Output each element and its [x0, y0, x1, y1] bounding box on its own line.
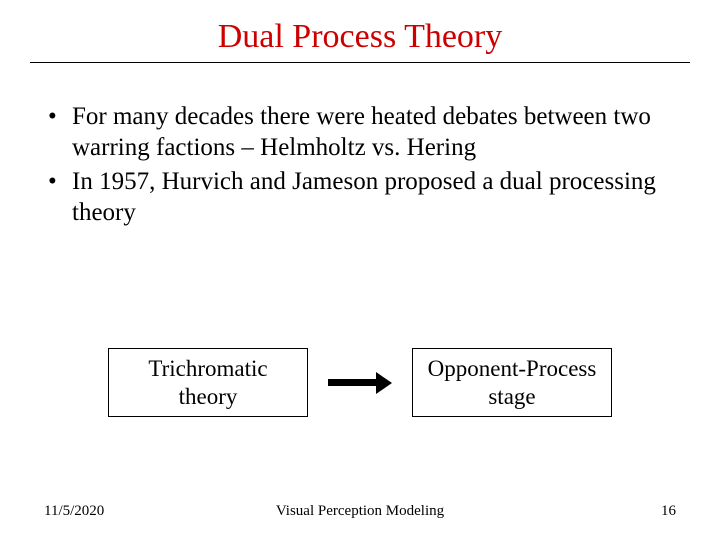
slide-container: Dual Process Theory For many decades the… — [0, 0, 720, 540]
box-text-line: stage — [488, 384, 535, 409]
footer-date: 11/5/2020 — [44, 503, 104, 520]
arrow-head — [376, 372, 392, 394]
slide-title: Dual Process Theory — [40, 18, 680, 56]
diagram-box-left: Trichromatic theory — [108, 348, 308, 417]
footer-center: Visual Perception Modeling — [276, 503, 444, 520]
footer-page-number: 16 — [661, 503, 676, 520]
diagram-box-right: Opponent-Process stage — [412, 348, 612, 417]
bullet-item: For many decades there were heated debat… — [46, 101, 674, 164]
arrow-shaft — [328, 379, 376, 386]
box-text-line: Trichromatic — [148, 356, 267, 381]
bullet-item: In 1957, Hurvich and Jameson proposed a … — [46, 166, 674, 229]
box-text-line: theory — [179, 384, 238, 409]
flow-diagram: Trichromatic theory Opponent-Process sta… — [0, 348, 720, 417]
bullet-list: For many decades there were heated debat… — [40, 101, 680, 228]
arrow-icon — [328, 372, 392, 394]
box-text-line: Opponent-Process — [428, 356, 597, 381]
slide-footer: 11/5/2020 Visual Perception Modeling 16 — [0, 503, 720, 520]
title-underline — [30, 62, 690, 63]
